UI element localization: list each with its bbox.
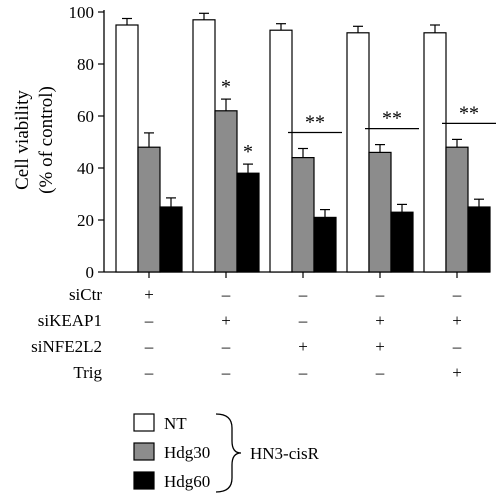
condition-value: + — [452, 363, 462, 382]
legend: NT Hdg30 Hdg60 HN3-cisR — [133, 413, 320, 493]
y-axis-label: Cell viability (% of control) — [12, 86, 57, 194]
condition-label: siKEAP1 — [38, 311, 102, 330]
condition-value: – — [298, 363, 308, 382]
condition-value: + — [452, 311, 462, 330]
y-axis-label-line-1: Cell viability — [12, 90, 33, 190]
bar-hdg60-group-2 — [236, 172, 260, 273]
condition-value: – — [375, 363, 385, 382]
condition-value: + — [221, 311, 231, 330]
significance-asterisks: ** — [459, 102, 479, 124]
bar-hdg30-group-2 — [214, 110, 238, 273]
condition-value: – — [144, 363, 154, 382]
condition-label: Trig — [73, 363, 102, 382]
condition-value: – — [144, 337, 154, 356]
bar-nt-group-4 — [346, 32, 370, 273]
significance-asterisk: * — [221, 76, 231, 98]
bar-hdg30-group-5 — [445, 146, 469, 273]
legend-brace — [215, 413, 242, 493]
condition-value: – — [452, 337, 462, 356]
condition-label: siCtr — [69, 285, 102, 304]
y-tick-label: 100 — [69, 3, 95, 22]
y-tick-label: 20 — [77, 211, 94, 230]
legend-label-hdg30: Hdg30 — [164, 443, 210, 462]
condition-value: + — [144, 285, 154, 304]
y-axis-label-line-2: (% of control) — [36, 86, 57, 194]
condition-value: – — [221, 337, 231, 356]
bars — [115, 12, 491, 273]
bar-nt-group-5 — [423, 32, 447, 273]
condition-value: + — [375, 337, 385, 356]
condition-table: siCtr + – – – – siKEAP1 – + – + + siNFE2L2 – – + + – Trig –… — [31, 285, 462, 382]
y-tick-label: 40 — [77, 159, 94, 178]
legend-swatch-hdg30 — [133, 442, 155, 461]
bar-hdg60-group-3 — [313, 216, 337, 273]
condition-value: + — [298, 337, 308, 356]
significance-annotations: **** ** ** — [221, 76, 496, 163]
y-tick-label: 80 — [77, 55, 94, 74]
legend-group-label: HN3-cisR — [250, 444, 320, 463]
bar-hdg30-group-1 — [137, 146, 161, 273]
legend-swatch-hdg60 — [133, 471, 155, 490]
condition-value: – — [221, 363, 231, 382]
bar-nt-group-3 — [269, 29, 293, 273]
condition-value: – — [452, 285, 462, 304]
condition-value: – — [144, 311, 154, 330]
y-tick-label: 60 — [77, 107, 94, 126]
significance-asterisk: * — [243, 141, 253, 163]
condition-value: + — [375, 311, 385, 330]
bar-nt-group-1 — [115, 24, 139, 273]
y-tick-label: 0 — [86, 263, 95, 282]
condition-value: – — [298, 285, 308, 304]
bar-hdg60-group-1 — [159, 206, 183, 273]
bar-hdg30-group-3 — [291, 157, 315, 273]
condition-value: – — [375, 285, 385, 304]
legend-label-nt: NT — [164, 414, 187, 433]
condition-value: – — [298, 311, 308, 330]
bar-hdg30-group-4 — [368, 151, 392, 273]
bar-nt-group-2 — [192, 19, 216, 273]
significance-asterisks: ** — [382, 108, 402, 130]
condition-label: siNFE2L2 — [31, 337, 102, 356]
legend-swatch-nt — [133, 413, 155, 432]
bar-hdg60-group-5 — [467, 206, 491, 273]
condition-value: – — [221, 285, 231, 304]
legend-label-hdg60: Hdg60 — [164, 472, 210, 491]
significance-asterisks: ** — [305, 112, 325, 134]
bar-hdg60-group-4 — [390, 211, 414, 273]
